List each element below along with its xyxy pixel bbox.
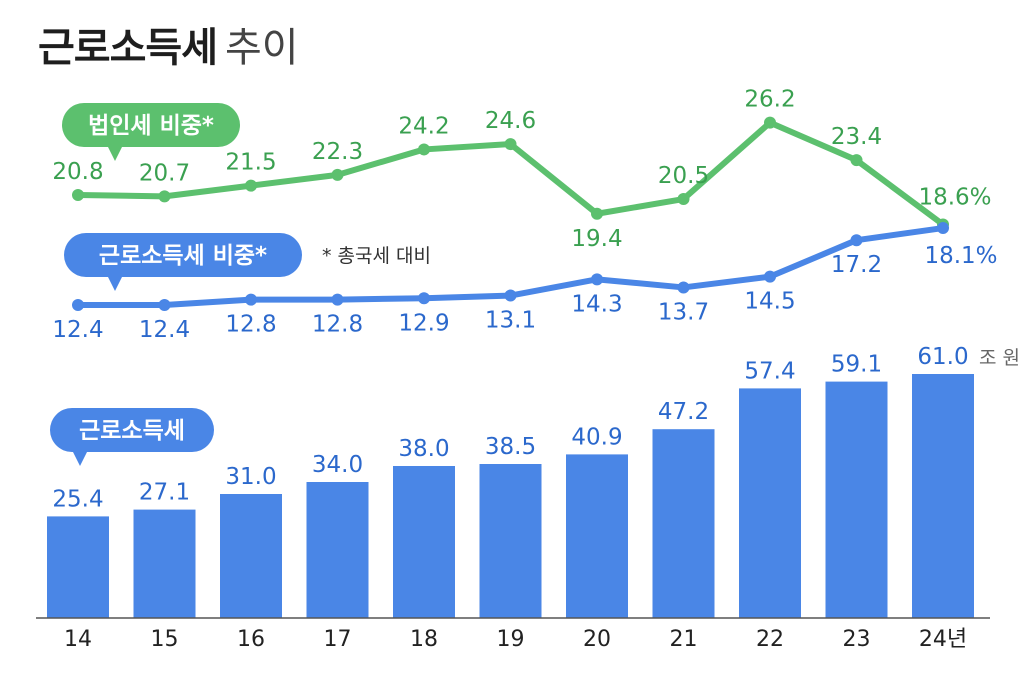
line-value-label: 24.2 xyxy=(398,113,449,139)
x-tick-label: 22 xyxy=(756,627,784,652)
bar-value-label: 38.5 xyxy=(485,434,536,460)
bar-value-label: 57.4 xyxy=(744,358,795,384)
legend-corporate-tax-share-text: 법인세 비중* xyxy=(88,113,214,139)
line-value-label: 20.5 xyxy=(658,163,709,189)
legend-income-tax-text: 근로소득세 xyxy=(79,418,185,444)
line-value-label: 14.5 xyxy=(744,289,795,315)
bar-20 xyxy=(566,454,628,618)
title-sub: 추이 xyxy=(225,25,299,71)
bar-value-label: 38.0 xyxy=(398,436,449,462)
line-point xyxy=(158,190,171,203)
line-point xyxy=(418,143,430,156)
bar-21 xyxy=(652,429,715,618)
x-tick-label: 16 xyxy=(237,627,265,652)
line-point xyxy=(331,168,344,181)
line-point xyxy=(504,138,517,151)
line-point xyxy=(245,293,257,306)
line-point xyxy=(937,222,949,235)
bar-value-label: 25.4 xyxy=(52,486,103,512)
line-value-label: 17.2 xyxy=(831,252,882,278)
bar-value-label: 61.0 xyxy=(917,344,968,370)
bar-14 xyxy=(47,516,109,618)
legend-corporate-tax-share-tail xyxy=(107,145,123,161)
footnote: * 총국세 대비 xyxy=(322,245,431,267)
line-point xyxy=(331,293,344,306)
x-tick-label: 20 xyxy=(583,627,611,652)
bar-16 xyxy=(220,494,282,618)
legend-income-tax-share-tail xyxy=(107,275,123,291)
chart-title: 근로소득세 추이 xyxy=(38,18,299,78)
line-value-label: 12.4 xyxy=(52,317,103,343)
line-point xyxy=(158,299,171,311)
bar-19 xyxy=(479,464,542,618)
line-point xyxy=(72,189,84,201)
line-value-label: 12.9 xyxy=(398,310,449,336)
line-point xyxy=(764,116,776,129)
bar-23 xyxy=(825,381,888,618)
x-tick-label: 15 xyxy=(151,627,179,652)
legend-income-tax-bg xyxy=(50,408,214,452)
x-tick-label: 23 xyxy=(843,627,871,652)
legend-corporate-tax-share-bg xyxy=(62,103,240,147)
x-tick-label: 24년 xyxy=(919,627,967,652)
bar-value-label: 27.1 xyxy=(139,480,190,506)
line-value-label: 21.5 xyxy=(225,150,276,176)
bar-18 xyxy=(393,466,455,618)
legend-income-tax-tail xyxy=(72,450,88,466)
bar-24년 xyxy=(912,374,974,618)
bar-value-label: 31.0 xyxy=(225,464,276,490)
line-point xyxy=(850,154,863,167)
line-point xyxy=(850,234,863,247)
line-value-label: 12.8 xyxy=(312,312,363,338)
line-value-label: 12.4 xyxy=(139,317,190,343)
line-value-label: 22.3 xyxy=(312,139,363,165)
x-tick-label: 18 xyxy=(410,627,438,652)
x-tick-label: 21 xyxy=(670,627,698,652)
line-value-label: 12.8 xyxy=(225,312,276,338)
line-value-label: 18.1% xyxy=(924,243,997,269)
legend-income-tax-share-text: 근로소득세 비중* xyxy=(99,243,267,269)
line-value-label: 20.7 xyxy=(139,160,190,186)
bar-value-label: 40.9 xyxy=(571,424,622,450)
line-value-label: 20.8 xyxy=(52,159,103,185)
x-tick-label: 19 xyxy=(497,627,525,652)
line-point xyxy=(591,207,603,220)
line-point xyxy=(245,179,257,192)
line-point xyxy=(764,270,776,283)
line-value-label: 13.1 xyxy=(485,308,536,334)
line-value-label: 24.6 xyxy=(485,108,536,134)
line-value-label: 26.2 xyxy=(744,87,795,113)
bar-value-label: 47.2 xyxy=(658,399,709,425)
line-point xyxy=(677,281,690,294)
line-value-label: 18.6% xyxy=(918,184,991,210)
bar-22 xyxy=(739,388,801,618)
bar-value-label: 59.1 xyxy=(831,352,882,378)
line-point xyxy=(418,292,430,305)
legend-income-tax-share-bg xyxy=(64,233,302,277)
line-point xyxy=(72,299,84,311)
line-value-label: 14.3 xyxy=(571,291,622,317)
line-point xyxy=(591,273,603,286)
x-tick-label: 17 xyxy=(324,627,352,652)
bar-15 xyxy=(133,509,196,618)
x-tick-label: 14 xyxy=(64,627,92,652)
bar-value-label: 34.0 xyxy=(312,452,363,478)
line-point xyxy=(504,289,517,302)
line-value-label: 23.4 xyxy=(831,124,882,150)
line-value-label: 13.7 xyxy=(658,299,709,325)
title-main: 근로소득세 xyxy=(38,25,218,71)
bar-unit-label: 조 원 xyxy=(979,347,1020,369)
line-value-label: 19.4 xyxy=(571,226,622,252)
line-point xyxy=(677,193,690,206)
bar-17 xyxy=(306,482,369,618)
